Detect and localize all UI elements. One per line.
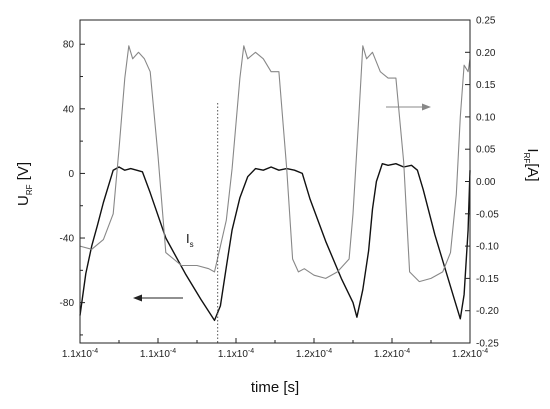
y-right-tick-label: 0.05 xyxy=(476,145,496,156)
right-arrow-head xyxy=(422,103,431,111)
y-right-tick-label: -0.05 xyxy=(476,209,499,220)
y-right-tick-label: 0.25 xyxy=(476,16,496,27)
y-left-tick-label: -40 xyxy=(60,234,75,245)
left-arrow-head xyxy=(133,294,142,302)
y-right-tick-label: -0.10 xyxy=(476,242,499,253)
y-left-tick-label: 40 xyxy=(63,104,75,115)
current-series-line xyxy=(79,45,471,283)
tick-layer: -80 -40 0 40 80 -0.25 -0.20 -0.15 -0.10 -0.05 0.00… xyxy=(60,16,500,361)
y-right-tick-label: 0.00 xyxy=(476,177,496,188)
plot-frame xyxy=(79,19,471,344)
y-left-tick-label: 80 xyxy=(63,40,75,51)
y-left-main: U xyxy=(15,195,32,206)
y-right-tick-label: 0.15 xyxy=(476,80,496,91)
x-axis-label: time [s] xyxy=(251,379,299,396)
y-axis-label-right: IRF[A] xyxy=(522,148,541,181)
x-tick-label: 1.2x10-4 xyxy=(374,348,410,360)
y-left-tick-label: 0 xyxy=(68,169,74,180)
svg-text:IRF[A]: IRF[A] xyxy=(522,148,541,181)
x-tick-label: 1.2x10-4 xyxy=(452,348,488,360)
y-left-sub: RF xyxy=(25,184,34,195)
y-axis-label-left: URF [V] xyxy=(15,162,34,206)
y-right-tick-label: -0.20 xyxy=(476,306,499,317)
y-right-tick-label: -0.15 xyxy=(476,274,499,285)
y-right-unit: [A] xyxy=(524,163,541,181)
x-tick-label: 1.2x10-4 xyxy=(296,348,332,360)
y-right-tick-label: -0.25 xyxy=(476,339,499,350)
left-arrow xyxy=(133,294,183,302)
svg-text:URF [V]: URF [V] xyxy=(15,162,34,206)
annotation-layer xyxy=(133,103,431,343)
y-right-main: I xyxy=(524,148,541,152)
annotation-is: Is xyxy=(186,231,194,249)
series-layer xyxy=(79,45,471,322)
voltage-series-line xyxy=(79,163,471,322)
y-right-tick-label: 0.20 xyxy=(476,48,496,59)
x-tick-label: 1.1x10-4 xyxy=(140,348,176,360)
y-left-tick-label: -80 xyxy=(60,298,75,309)
right-arrow xyxy=(386,103,431,111)
x-tick-label: 1.1x10-4 xyxy=(218,348,254,360)
y-right-sub: RF xyxy=(522,153,531,164)
x-tick-label: 1.1x10-4 xyxy=(62,348,98,360)
annotation-sub: s xyxy=(190,240,194,249)
annotation-main: I xyxy=(186,231,190,246)
y-left-unit: [V] xyxy=(15,162,32,185)
y-right-tick-label: 0.10 xyxy=(476,112,496,123)
